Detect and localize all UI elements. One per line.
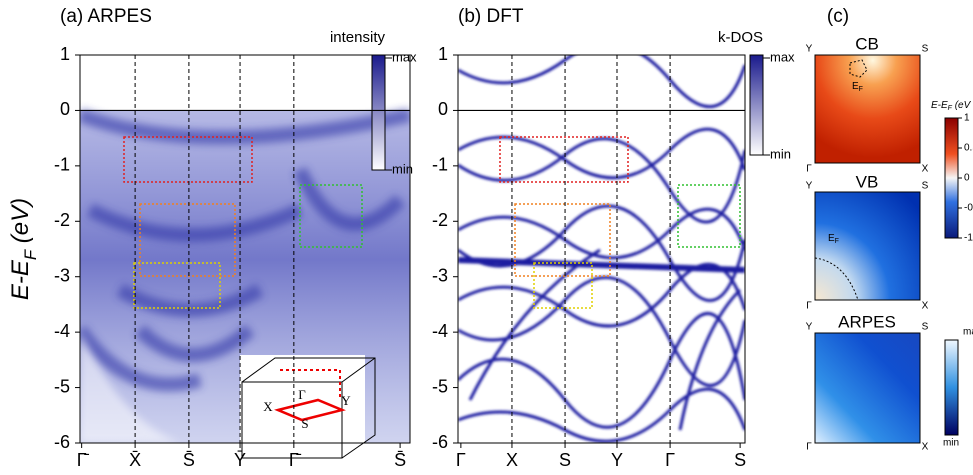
corner-label: Y bbox=[806, 322, 813, 333]
x-tick-label: S̄ bbox=[394, 450, 406, 470]
x-tick-label: X bbox=[506, 450, 518, 470]
colorbar bbox=[944, 339, 959, 436]
x-tick-label: Γ bbox=[665, 450, 675, 470]
inset-label: Γ bbox=[298, 387, 306, 402]
label: EF bbox=[828, 233, 839, 246]
y-tick-label: -2 bbox=[54, 210, 70, 230]
cb-tick-label: -0.5 bbox=[964, 203, 973, 214]
y-tick-label: 0 bbox=[438, 99, 448, 119]
y-tick-label: -5 bbox=[432, 376, 448, 396]
label: EF bbox=[852, 81, 863, 94]
bz-inset bbox=[240, 355, 376, 459]
label-main: E bbox=[852, 81, 859, 92]
label-unit: (eV bbox=[952, 100, 972, 111]
colorbar bbox=[944, 117, 959, 239]
inset-label: X bbox=[263, 399, 273, 414]
map-title: VB bbox=[856, 172, 879, 191]
cb-tick-label: 0.5 bbox=[964, 143, 973, 154]
x-tick-label: Γ̄ bbox=[77, 450, 90, 470]
label-main: E-E bbox=[931, 100, 948, 111]
y-tick-label: 1 bbox=[60, 44, 70, 64]
map-title: ARPES bbox=[838, 312, 896, 331]
panel-title: (c) bbox=[827, 6, 849, 27]
colorbar-max: max bbox=[392, 49, 417, 64]
arpes-map bbox=[814, 332, 921, 444]
dft-image bbox=[458, 55, 745, 443]
x-tick-label: Γ bbox=[456, 450, 466, 470]
y-tick-label: -4 bbox=[432, 321, 448, 341]
corner-label: Y bbox=[806, 181, 813, 192]
label-main: E-E bbox=[7, 259, 34, 300]
corner-label: S bbox=[922, 322, 929, 333]
label: E-EF (eV bbox=[931, 100, 972, 113]
inset-label: S bbox=[301, 416, 308, 431]
colorbar-max: max bbox=[770, 49, 795, 64]
x-tick-label: S bbox=[734, 450, 746, 470]
y-tick-label: -3 bbox=[432, 265, 448, 285]
x-tick-label: X̄ bbox=[129, 450, 141, 470]
plot-frame bbox=[457, 54, 746, 444]
colorbar-max: max bbox=[963, 327, 973, 338]
highlight-boxes bbox=[123, 136, 741, 309]
y-tick-label: -1 bbox=[54, 155, 70, 175]
cb-tick-label: 1 bbox=[964, 113, 970, 124]
x-tick-label: Γ̄ bbox=[289, 450, 302, 470]
fermi-contour bbox=[849, 59, 868, 78]
y-tick-label: -3 bbox=[54, 265, 70, 285]
corner-label: Γ bbox=[806, 442, 812, 453]
corner-label: Γ bbox=[806, 164, 812, 175]
x-tick-label: Y bbox=[611, 450, 623, 470]
colorbar-min: min bbox=[943, 438, 959, 449]
y-tick-label: -6 bbox=[54, 432, 70, 452]
x-tick-label: S bbox=[559, 450, 571, 470]
corner-label: X bbox=[922, 301, 929, 312]
corner-label: X bbox=[922, 442, 929, 453]
label-main: E bbox=[828, 233, 835, 244]
corner-label: Γ bbox=[806, 301, 812, 312]
cb-map bbox=[814, 54, 921, 164]
fermi-contour bbox=[814, 257, 859, 301]
colorbar bbox=[371, 54, 386, 171]
y-tick-label: -6 bbox=[432, 432, 448, 452]
map-title: CB bbox=[855, 34, 879, 53]
y-tick-label: -1 bbox=[432, 155, 448, 175]
label: E-EF (eV) bbox=[7, 198, 40, 300]
colorbar bbox=[749, 54, 764, 156]
colorbar-label: intensity bbox=[330, 29, 386, 46]
corner-label: S bbox=[922, 181, 929, 192]
corner-label: X bbox=[922, 164, 929, 175]
y-tick-label: -4 bbox=[54, 321, 70, 341]
x-tick-label: S̄ bbox=[183, 450, 195, 470]
colorbar-min: min bbox=[770, 146, 791, 161]
corner-label: S bbox=[922, 44, 929, 55]
x-tick-label: Ȳ bbox=[234, 450, 246, 470]
panel-title: (a) ARPES bbox=[60, 6, 152, 27]
label-sub: F bbox=[948, 105, 953, 112]
colorbar-label: k-DOS bbox=[718, 29, 763, 46]
y-tick-label: -5 bbox=[54, 376, 70, 396]
inset-label: Y bbox=[341, 393, 351, 408]
colorbar-min: min bbox=[392, 161, 413, 176]
label-unit: (eV) bbox=[7, 198, 34, 250]
label-sub: F bbox=[835, 238, 839, 245]
vb-map bbox=[814, 191, 921, 301]
cb-tick-label: 0 bbox=[964, 173, 970, 184]
label-sub: F bbox=[21, 248, 40, 260]
cb-tick-label: -1 bbox=[964, 233, 973, 244]
y-tick-label: 1 bbox=[438, 44, 448, 64]
panel-title: (b) DFT bbox=[458, 6, 524, 27]
plot-frame bbox=[79, 54, 411, 444]
label-sub: F bbox=[859, 86, 863, 93]
y-tick-label: -2 bbox=[432, 210, 448, 230]
corner-label: Y bbox=[806, 44, 813, 55]
y-tick-label: 0 bbox=[60, 99, 70, 119]
